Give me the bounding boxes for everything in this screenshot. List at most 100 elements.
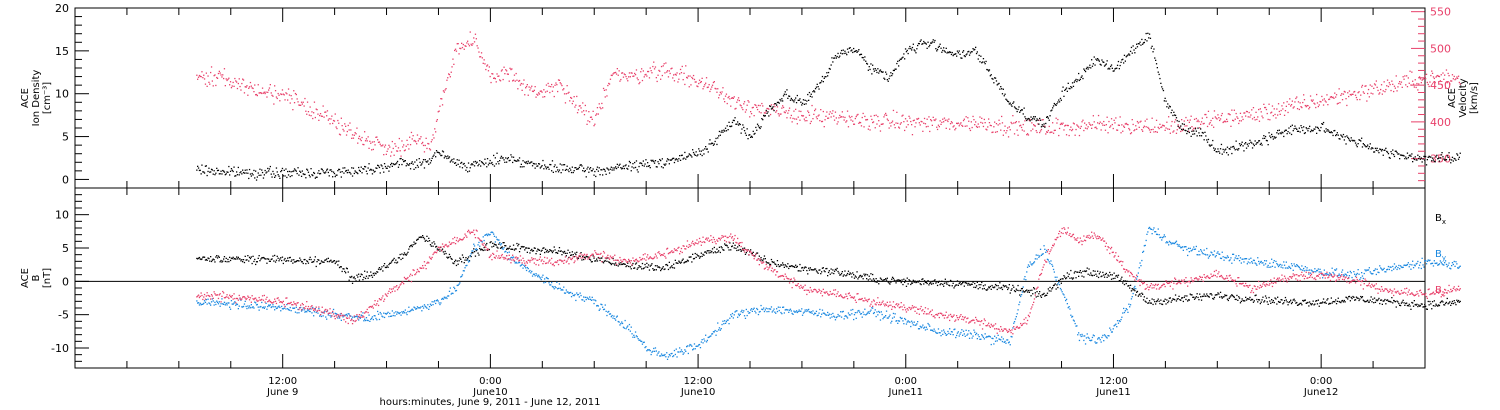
by-series-point <box>490 231 492 234</box>
density-series-point <box>258 174 260 176</box>
velocity-series-point <box>445 88 447 90</box>
bx-series-point <box>664 268 666 270</box>
velocity-series-point <box>296 98 298 100</box>
density-series-point <box>771 107 773 109</box>
density-series-point <box>680 154 683 157</box>
velocity-series-point <box>1188 121 1190 123</box>
density-series-point <box>1372 147 1374 150</box>
density-series-point <box>1156 67 1158 69</box>
by-series-point <box>314 307 316 310</box>
bx-series-point <box>1399 304 1401 306</box>
bx-series-point <box>568 256 570 259</box>
velocity-series-point <box>431 139 433 141</box>
bx-series-point <box>697 255 699 257</box>
bx-series-point <box>665 264 667 266</box>
bx-series-point <box>564 252 567 254</box>
velocity-series-point <box>1247 116 1249 118</box>
bx-series-point <box>692 258 695 260</box>
bx-series-point <box>1123 280 1125 282</box>
bx-series-point <box>520 246 522 248</box>
density-series-point <box>1044 126 1046 128</box>
bx-series-point <box>227 258 229 261</box>
bx-series-point <box>1159 302 1161 305</box>
velocity-series-point <box>745 109 747 111</box>
density-series-point <box>737 121 739 123</box>
density-series-point <box>958 50 960 52</box>
density-series-point <box>959 53 961 55</box>
density-series-point <box>481 161 483 164</box>
density-series-point <box>416 159 418 161</box>
density-series-point <box>1116 64 1119 66</box>
density-series-point <box>1113 70 1115 72</box>
by-series-point <box>355 315 357 318</box>
velocity-series-point <box>222 74 224 76</box>
density-series-point <box>1346 135 1348 137</box>
density-series-point <box>1158 73 1160 76</box>
bx-series-point <box>843 274 845 276</box>
bx-series-point <box>583 258 585 261</box>
bx-series-point <box>478 254 480 256</box>
density-series-point <box>682 158 684 160</box>
velocity-series-point <box>1260 111 1262 113</box>
bx-series-point <box>928 284 930 286</box>
bx-series-point <box>1146 297 1148 299</box>
density-series-point <box>1181 123 1184 125</box>
velocity-series-point <box>758 111 760 113</box>
by-series-point <box>544 281 547 283</box>
velocity-series-point <box>1258 120 1261 122</box>
density-series-point <box>229 174 231 176</box>
by-series-point <box>437 300 439 302</box>
velocity-series-point <box>284 99 286 101</box>
density-series-point <box>467 171 469 173</box>
velocity-series-point <box>443 91 445 93</box>
density-series-point <box>366 173 368 175</box>
bx-series-point <box>443 253 445 255</box>
density-series-point <box>339 171 342 173</box>
velocity-series-point <box>882 123 884 125</box>
by-series-point <box>414 307 416 309</box>
density-series-point <box>1033 116 1035 118</box>
by-series-point <box>401 311 403 313</box>
bx-series-point <box>1313 304 1315 306</box>
density-series-point <box>1404 158 1406 160</box>
density-series-point <box>623 167 625 170</box>
bx-series-point <box>508 247 510 249</box>
velocity-series-point <box>1357 92 1359 94</box>
velocity-series-point <box>1065 124 1067 126</box>
bx-series-point <box>1096 275 1098 277</box>
velocity-series-point <box>794 118 796 120</box>
density-series-point <box>1167 103 1169 105</box>
velocity-series-point <box>576 112 579 114</box>
velocity-series-point <box>943 117 946 119</box>
by-series-point <box>377 313 380 315</box>
velocity-series-point <box>293 102 296 104</box>
bx-series-point <box>389 262 391 264</box>
velocity-series-point <box>1013 133 1016 135</box>
bx-series-point <box>891 276 894 278</box>
density-series-point <box>1066 90 1068 92</box>
velocity-series-point <box>587 120 589 122</box>
density-series-point <box>244 169 246 171</box>
bx-series-point <box>593 257 595 259</box>
bx-series-point <box>998 287 1000 289</box>
bx-series-point <box>742 247 744 250</box>
density-series-point <box>1426 159 1428 161</box>
velocity-series-point <box>506 73 509 75</box>
velocity-series-point <box>994 131 997 133</box>
density-series-point <box>197 165 199 167</box>
bx-series-point <box>985 289 987 291</box>
density-series-point <box>212 173 214 175</box>
density-series-point <box>849 47 851 49</box>
velocity-series-point <box>1438 75 1441 78</box>
density-series-point <box>473 165 476 167</box>
bx-series-point <box>414 243 416 245</box>
bx-series-point <box>585 256 587 258</box>
density-series-point <box>486 166 488 168</box>
density-series-point <box>1195 130 1197 132</box>
bx-series-point <box>1091 274 1093 276</box>
density-series-point <box>882 71 884 73</box>
bx-series-point <box>206 259 208 261</box>
velocity-series-point <box>938 126 940 128</box>
velocity-series-point <box>1345 98 1347 100</box>
bx-series-point <box>739 248 741 251</box>
